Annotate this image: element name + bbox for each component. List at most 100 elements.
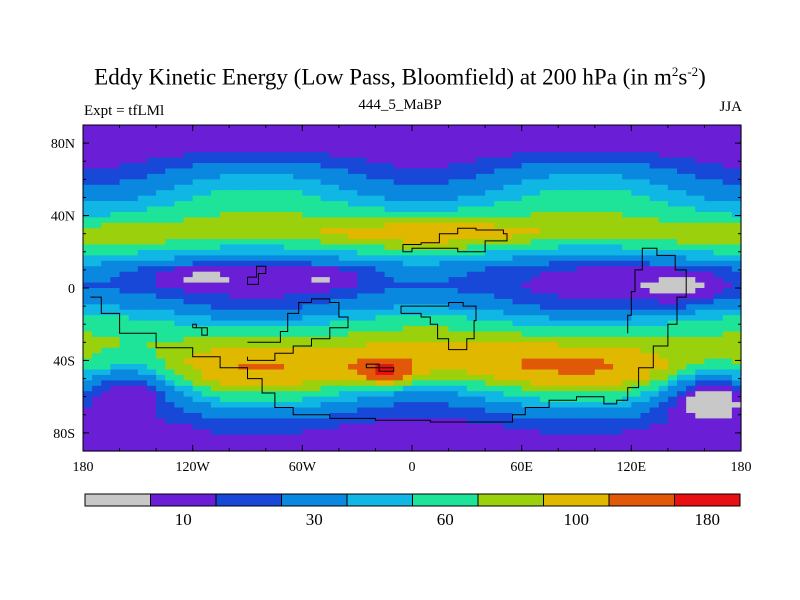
- field-cell: [284, 288, 294, 295]
- field-cell: [485, 255, 495, 262]
- field-cell: [576, 206, 587, 213]
- field-cell: [521, 418, 532, 425]
- field-cell: [201, 222, 212, 229]
- field-cell: [201, 374, 212, 381]
- field-cell: [375, 288, 386, 295]
- field-cell: [256, 336, 267, 343]
- field-cell: [640, 163, 651, 170]
- field-cell: [412, 179, 422, 186]
- field-cell: [137, 391, 148, 398]
- field-cell: [695, 407, 706, 414]
- field-cell: [110, 429, 121, 436]
- field-cell: [320, 315, 331, 322]
- field-cell: [256, 369, 267, 376]
- field-cell: [731, 141, 742, 148]
- field-cell: [201, 260, 212, 267]
- field-cell: [439, 168, 450, 175]
- field-cell: [649, 380, 660, 387]
- field-cell: [256, 146, 267, 153]
- field-cell: [457, 125, 468, 132]
- field-cell: [311, 271, 322, 278]
- field-cell: [521, 304, 532, 311]
- field-cell: [503, 423, 514, 430]
- field-cell: [238, 201, 249, 208]
- field-cell: [338, 244, 349, 251]
- field-cell: [503, 429, 514, 436]
- field-cell: [503, 141, 514, 148]
- field-cell: [302, 402, 313, 409]
- field-cell: [83, 125, 93, 132]
- field-cell: [329, 233, 340, 240]
- field-cell: [539, 190, 550, 197]
- field-cell: [613, 255, 623, 262]
- field-cell: [174, 293, 185, 300]
- field-cell: [439, 152, 450, 159]
- field-cell: [603, 396, 614, 403]
- field-cell: [521, 391, 532, 398]
- field-cell: [293, 309, 303, 316]
- field-cell: [421, 184, 431, 191]
- field-cell: [521, 255, 532, 262]
- field-cell: [156, 179, 166, 186]
- field-cell: [713, 423, 724, 430]
- field-cell: [631, 402, 642, 409]
- field-cell: [686, 146, 696, 153]
- field-cell: [357, 288, 367, 295]
- field-cell: [503, 418, 514, 425]
- field-cell: [412, 255, 422, 262]
- field-cell: [229, 244, 239, 251]
- field-cell: [293, 130, 303, 137]
- field-cell: [393, 217, 404, 224]
- field-cell: [338, 412, 349, 419]
- field-cell: [613, 130, 623, 137]
- field-cell: [320, 228, 331, 235]
- field-cell: [366, 233, 377, 240]
- field-cell: [393, 239, 404, 246]
- field-cell: [375, 315, 386, 322]
- field-cell: [412, 233, 422, 240]
- field-cell: [667, 423, 678, 430]
- x-tick-label: 180: [73, 460, 94, 475]
- field-cell: [128, 369, 139, 376]
- field-cell: [603, 358, 614, 365]
- field-cell: [110, 304, 121, 311]
- field-cell: [530, 380, 541, 387]
- field-cell: [375, 364, 386, 371]
- field-cell: [731, 260, 742, 267]
- field-cell: [137, 266, 148, 273]
- field-cell: [567, 130, 578, 137]
- field-cell: [549, 163, 559, 170]
- field-cell: [156, 336, 166, 343]
- field-cell: [530, 135, 541, 142]
- field-cell: [503, 288, 514, 295]
- field-cell: [238, 277, 249, 284]
- field-cell: [192, 407, 203, 414]
- field-cell: [421, 320, 431, 327]
- field-cell: [128, 195, 139, 202]
- field-cell: [722, 309, 733, 316]
- field-cell: [384, 396, 395, 403]
- field-cell: [503, 374, 514, 381]
- field-cell: [421, 135, 431, 142]
- field-cell: [348, 141, 358, 148]
- field-cell: [695, 239, 706, 246]
- field-cell: [393, 206, 404, 213]
- field-cell: [539, 326, 550, 333]
- field-cell: [722, 184, 733, 191]
- field-cell: [613, 179, 623, 186]
- field-cell: [338, 336, 349, 343]
- field-cell: [731, 304, 742, 311]
- field-cell: [594, 173, 605, 180]
- field-cell: [92, 385, 102, 392]
- field-cell: [549, 293, 559, 300]
- field-cell: [448, 152, 459, 159]
- field-cell: [530, 407, 541, 414]
- field-cell: [329, 445, 340, 452]
- field-cell: [622, 201, 632, 208]
- field-cell: [156, 168, 166, 175]
- field-cell: [110, 130, 121, 137]
- field-cell: [686, 358, 696, 365]
- field-cell: [695, 249, 706, 256]
- field-cell: [293, 412, 303, 419]
- field-cell: [393, 331, 404, 338]
